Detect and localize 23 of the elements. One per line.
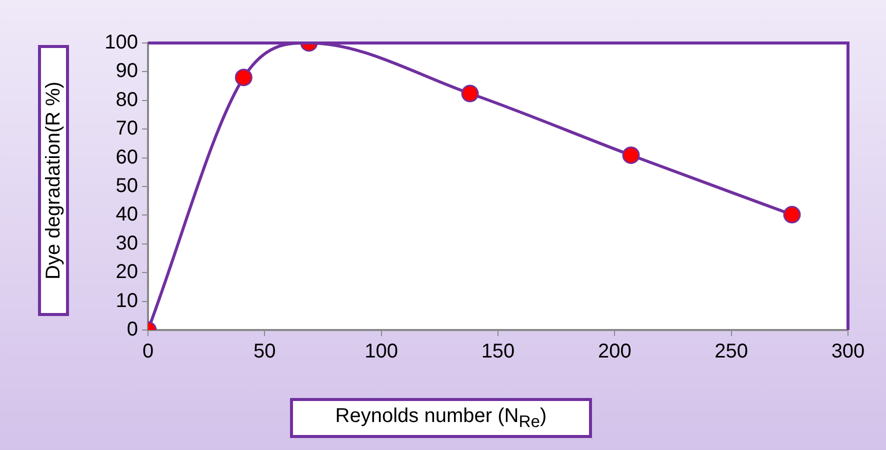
x-tick-label: 150 xyxy=(481,340,515,363)
x-tick-label: 50 xyxy=(254,340,276,363)
y-tick-label: 60 xyxy=(116,146,138,168)
point xyxy=(622,146,640,164)
y-tick-label: 50 xyxy=(116,175,138,198)
y-tick-label: 100 xyxy=(104,32,138,54)
y-tick-label: 10 xyxy=(116,290,138,312)
y-tick-label: 30 xyxy=(116,232,138,254)
point xyxy=(234,68,252,86)
x-tick-label: 250 xyxy=(714,340,748,363)
y-tick-label: 90 xyxy=(116,60,138,82)
y-tick-label: 0 xyxy=(126,318,138,341)
x-tick-label: 100 xyxy=(364,340,398,363)
y-tick-label: 40 xyxy=(116,204,138,226)
x-tick-label: 200 xyxy=(598,340,632,363)
y-tick-label: 20 xyxy=(116,261,138,284)
x-tick-label: 300 xyxy=(831,340,865,363)
y-tick-label: 80 xyxy=(116,88,138,111)
y-axis-title: Dye degradation(R %) xyxy=(42,82,65,280)
x-axis-title: Reynolds number (N$_{Re}$) xyxy=(335,404,547,432)
x-tick-label: 0 xyxy=(142,340,154,363)
point xyxy=(461,84,479,102)
y-tick-label: 70 xyxy=(116,118,138,140)
